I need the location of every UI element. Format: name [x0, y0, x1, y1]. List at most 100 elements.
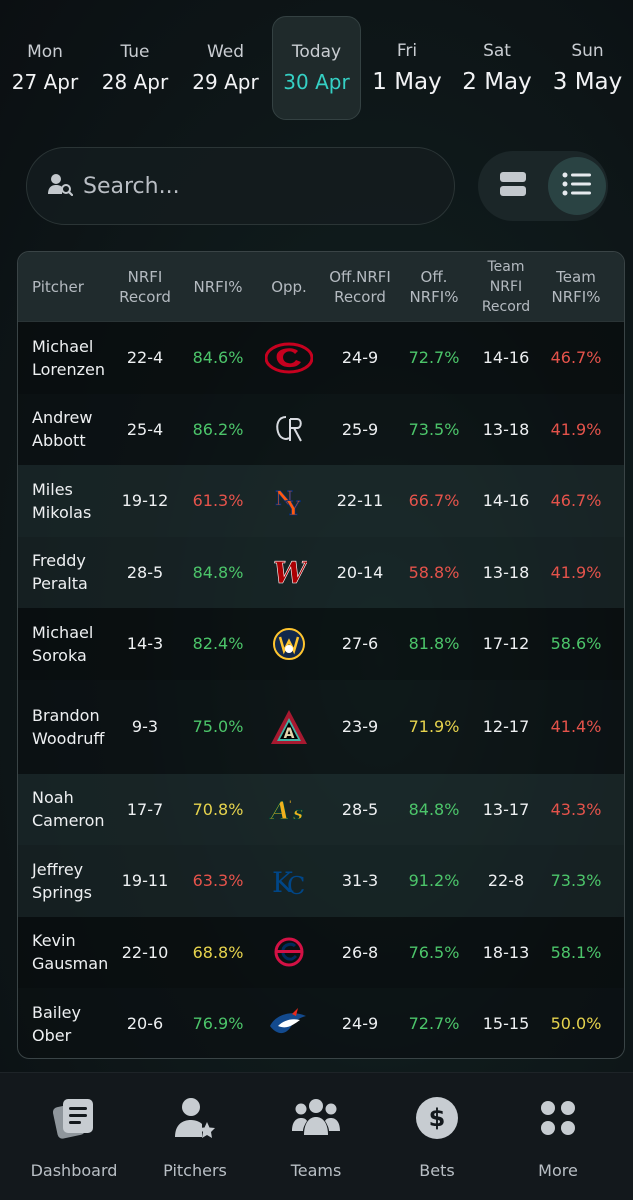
svg-text:': ' — [289, 800, 291, 810]
date-item-wed[interactable]: Wed 29 Apr — [180, 16, 271, 120]
date-strip: Mon 27 Apr Tue 28 Apr Wed 29 Apr Today 3… — [0, 16, 633, 122]
header-pitcher[interactable]: Pitcher — [32, 278, 84, 296]
pitcher-name[interactable]: Freddy Peralta — [32, 537, 110, 609]
svg-text:$: $ — [429, 1104, 446, 1132]
nav-teams[interactable]: Teams — [256, 1073, 376, 1200]
off-nrfi-record: 24-9 — [341, 1014, 379, 1034]
pitcher-name[interactable]: Andrew Abbott — [32, 394, 110, 466]
nav-pitchers[interactable]: Pitchers — [135, 1073, 255, 1200]
nrfi-record: 19-12 — [121, 491, 169, 511]
pitcher-name[interactable]: Michael Lorenzen — [32, 322, 110, 394]
colorado-rockies-logo — [258, 394, 320, 466]
pitcher-name[interactable]: Brandon Woodruff — [32, 680, 110, 774]
pitcher-name-text: Michael Soroka — [32, 622, 94, 665]
nav-more[interactable]: More — [498, 1073, 618, 1200]
list-view-button[interactable] — [548, 157, 606, 215]
grid-view-button[interactable] — [484, 157, 542, 215]
date-item-sun[interactable]: Sun 3 May — [542, 16, 633, 120]
nav-dashboard[interactable]: Dashboard — [14, 1073, 134, 1200]
table-row[interactable]: Freddy Peralta 28-5 84.8% W 20-14 58.8% 13-18 41… — [18, 536, 624, 609]
off-nrfi-pct: 66.7% — [408, 491, 460, 511]
table-row[interactable]: Bailey Ober 20-6 76.9% 24-9 72.7% 15-15 50.0% — [18, 988, 624, 1058]
off-nrfi-pct: 58.8% — [408, 562, 460, 582]
team-nrfi-record: 13-17 — [482, 799, 530, 819]
team-nrfi-record: 13-18 — [482, 419, 530, 439]
pitcher-name[interactable]: Noah Cameron — [32, 774, 110, 846]
team-nrfi-pct: 58.1% — [550, 942, 602, 962]
pitcher-name-text: Kevin Gausman — [32, 931, 109, 974]
off-nrfi-record: 22-11 — [336, 491, 384, 511]
off-nrfi-record: 31-3 — [341, 871, 379, 891]
pitcher-name-text: Bailey Ober — [32, 1002, 81, 1045]
off-nrfi-pct: 76.5% — [408, 942, 460, 962]
team-nrfi-record: 14-16 — [482, 348, 530, 368]
pitcher-table: Pitcher NRFI Record NRFI% Opp. Off.NRFI … — [17, 251, 625, 1059]
table-row[interactable]: Brandon Woodruff 9-3 75.0% A 23-9 71.9% 12-17 41… — [18, 679, 624, 774]
table-row[interactable]: Noah Cameron 17-7 70.8% A ' s 28-5 84.8% 13-17 43.… — [18, 773, 624, 846]
table-row[interactable]: Michael Soroka 14-3 82.4% 27-6 81.8% 17-12 58.6… — [18, 608, 624, 680]
header-off-nrfi-record[interactable]: Off.NRFI Record — [329, 268, 391, 306]
team-nrfi-pct: 41.9% — [550, 419, 602, 439]
view-toggle — [478, 151, 608, 221]
more-icon — [498, 1093, 618, 1143]
bets-icon: $ — [377, 1093, 497, 1143]
table-row[interactable]: Andrew Abbott 25-4 86.2% 25-9 73.5% 13-18 41.9% — [18, 393, 624, 466]
header-team-nrfi-pct[interactable]: Team NRFI% — [551, 268, 601, 306]
oakland-athletics-logo: A ' s — [258, 774, 320, 846]
nrfi-pct: 84.8% — [192, 562, 244, 582]
pitcher-name[interactable]: Bailey Ober — [32, 988, 110, 1058]
nrfi-record: 28-5 — [126, 562, 164, 582]
date-item-fri[interactable]: Fri 1 May — [362, 16, 452, 120]
nrfi-pct: 63.3% — [192, 871, 244, 891]
nav-bets[interactable]: $ Bets — [377, 1073, 497, 1200]
arizona-diamondbacks-logo: A — [258, 680, 320, 774]
pitcher-name[interactable]: Jeffrey Springs — [32, 845, 110, 917]
date-item-tue[interactable]: Tue 28 Apr — [90, 16, 180, 120]
day-label: Today — [291, 42, 342, 62]
header-team-nrfi-record[interactable]: Team NRFI Record — [481, 259, 531, 315]
table-row[interactable]: Miles Mikolas 19-12 61.3% N Y 22-11 66.7% 14-16 4… — [18, 465, 624, 537]
pitcher-name[interactable]: Kevin Gausman — [32, 917, 110, 989]
team-nrfi-pct: 50.0% — [550, 1014, 602, 1034]
nrfi-pct: 82.4% — [192, 634, 244, 654]
team-nrfi-record: 15-15 — [482, 1014, 530, 1034]
pitcher-name-text: Miles Mikolas — [32, 479, 92, 522]
table-row[interactable]: Jeffrey Springs 19-11 63.3% K C 31-3 91.2% 22-8 7… — [18, 845, 624, 917]
header-nrfi-record[interactable]: NRFI Record — [119, 268, 171, 306]
pitcher-name[interactable]: Michael Soroka — [32, 608, 110, 680]
nrfi-record: 19-11 — [121, 871, 169, 891]
pitcher-name-text: Brandon Woodruff — [32, 705, 105, 748]
pitcher-name-text: Michael Lorenzen — [32, 336, 106, 379]
nrfi-record: 14-3 — [126, 634, 164, 654]
pitcher-name-text: Jeffrey Springs — [32, 859, 92, 902]
nav-label: More — [538, 1161, 578, 1180]
list-view-icon — [562, 172, 592, 200]
header-opponent[interactable]: Opp. — [271, 278, 307, 296]
table-row[interactable]: Kevin Gausman 22-10 68.8% 26-8 76.5% 18-13 58.1… — [18, 916, 624, 989]
nrfi-record: 17-7 — [126, 799, 164, 819]
date-item-today[interactable]: Today 30 Apr — [272, 16, 361, 120]
svg-text:A: A — [269, 796, 290, 825]
off-nrfi-record: 27-6 — [341, 634, 379, 654]
header-off-nrfi-pct[interactable]: Off. NRFI% — [409, 268, 459, 306]
table-row[interactable]: Michael Lorenzen 22-4 84.6% 24-9 72.7% 14-16 46… — [18, 322, 624, 394]
day-label: Fri — [396, 41, 418, 61]
nrfi-record: 9-3 — [131, 717, 159, 736]
cards-view-icon — [499, 171, 527, 201]
team-nrfi-record: 12-17 — [482, 717, 530, 736]
team-nrfi-pct: 41.4% — [550, 717, 602, 736]
nav-label: Teams — [290, 1161, 342, 1180]
off-nrfi-record: 28-5 — [341, 799, 379, 819]
header-nrfi-pct[interactable]: NRFI% — [193, 278, 243, 296]
table-body: Michael Lorenzen 22-4 84.6% 24-9 72.7% 14-16 46… — [18, 322, 624, 1058]
pitcher-name-text: Noah Cameron — [32, 788, 105, 831]
date-item-sat[interactable]: Sat 2 May — [452, 16, 542, 120]
day-label: Sun — [571, 41, 604, 61]
svg-text:K: K — [272, 866, 294, 898]
pitchers-icon — [135, 1093, 255, 1143]
date-item-mon[interactable]: Mon 27 Apr — [0, 16, 90, 120]
pitcher-name[interactable]: Miles Mikolas — [32, 465, 110, 537]
search-input[interactable]: Search... — [26, 147, 455, 225]
